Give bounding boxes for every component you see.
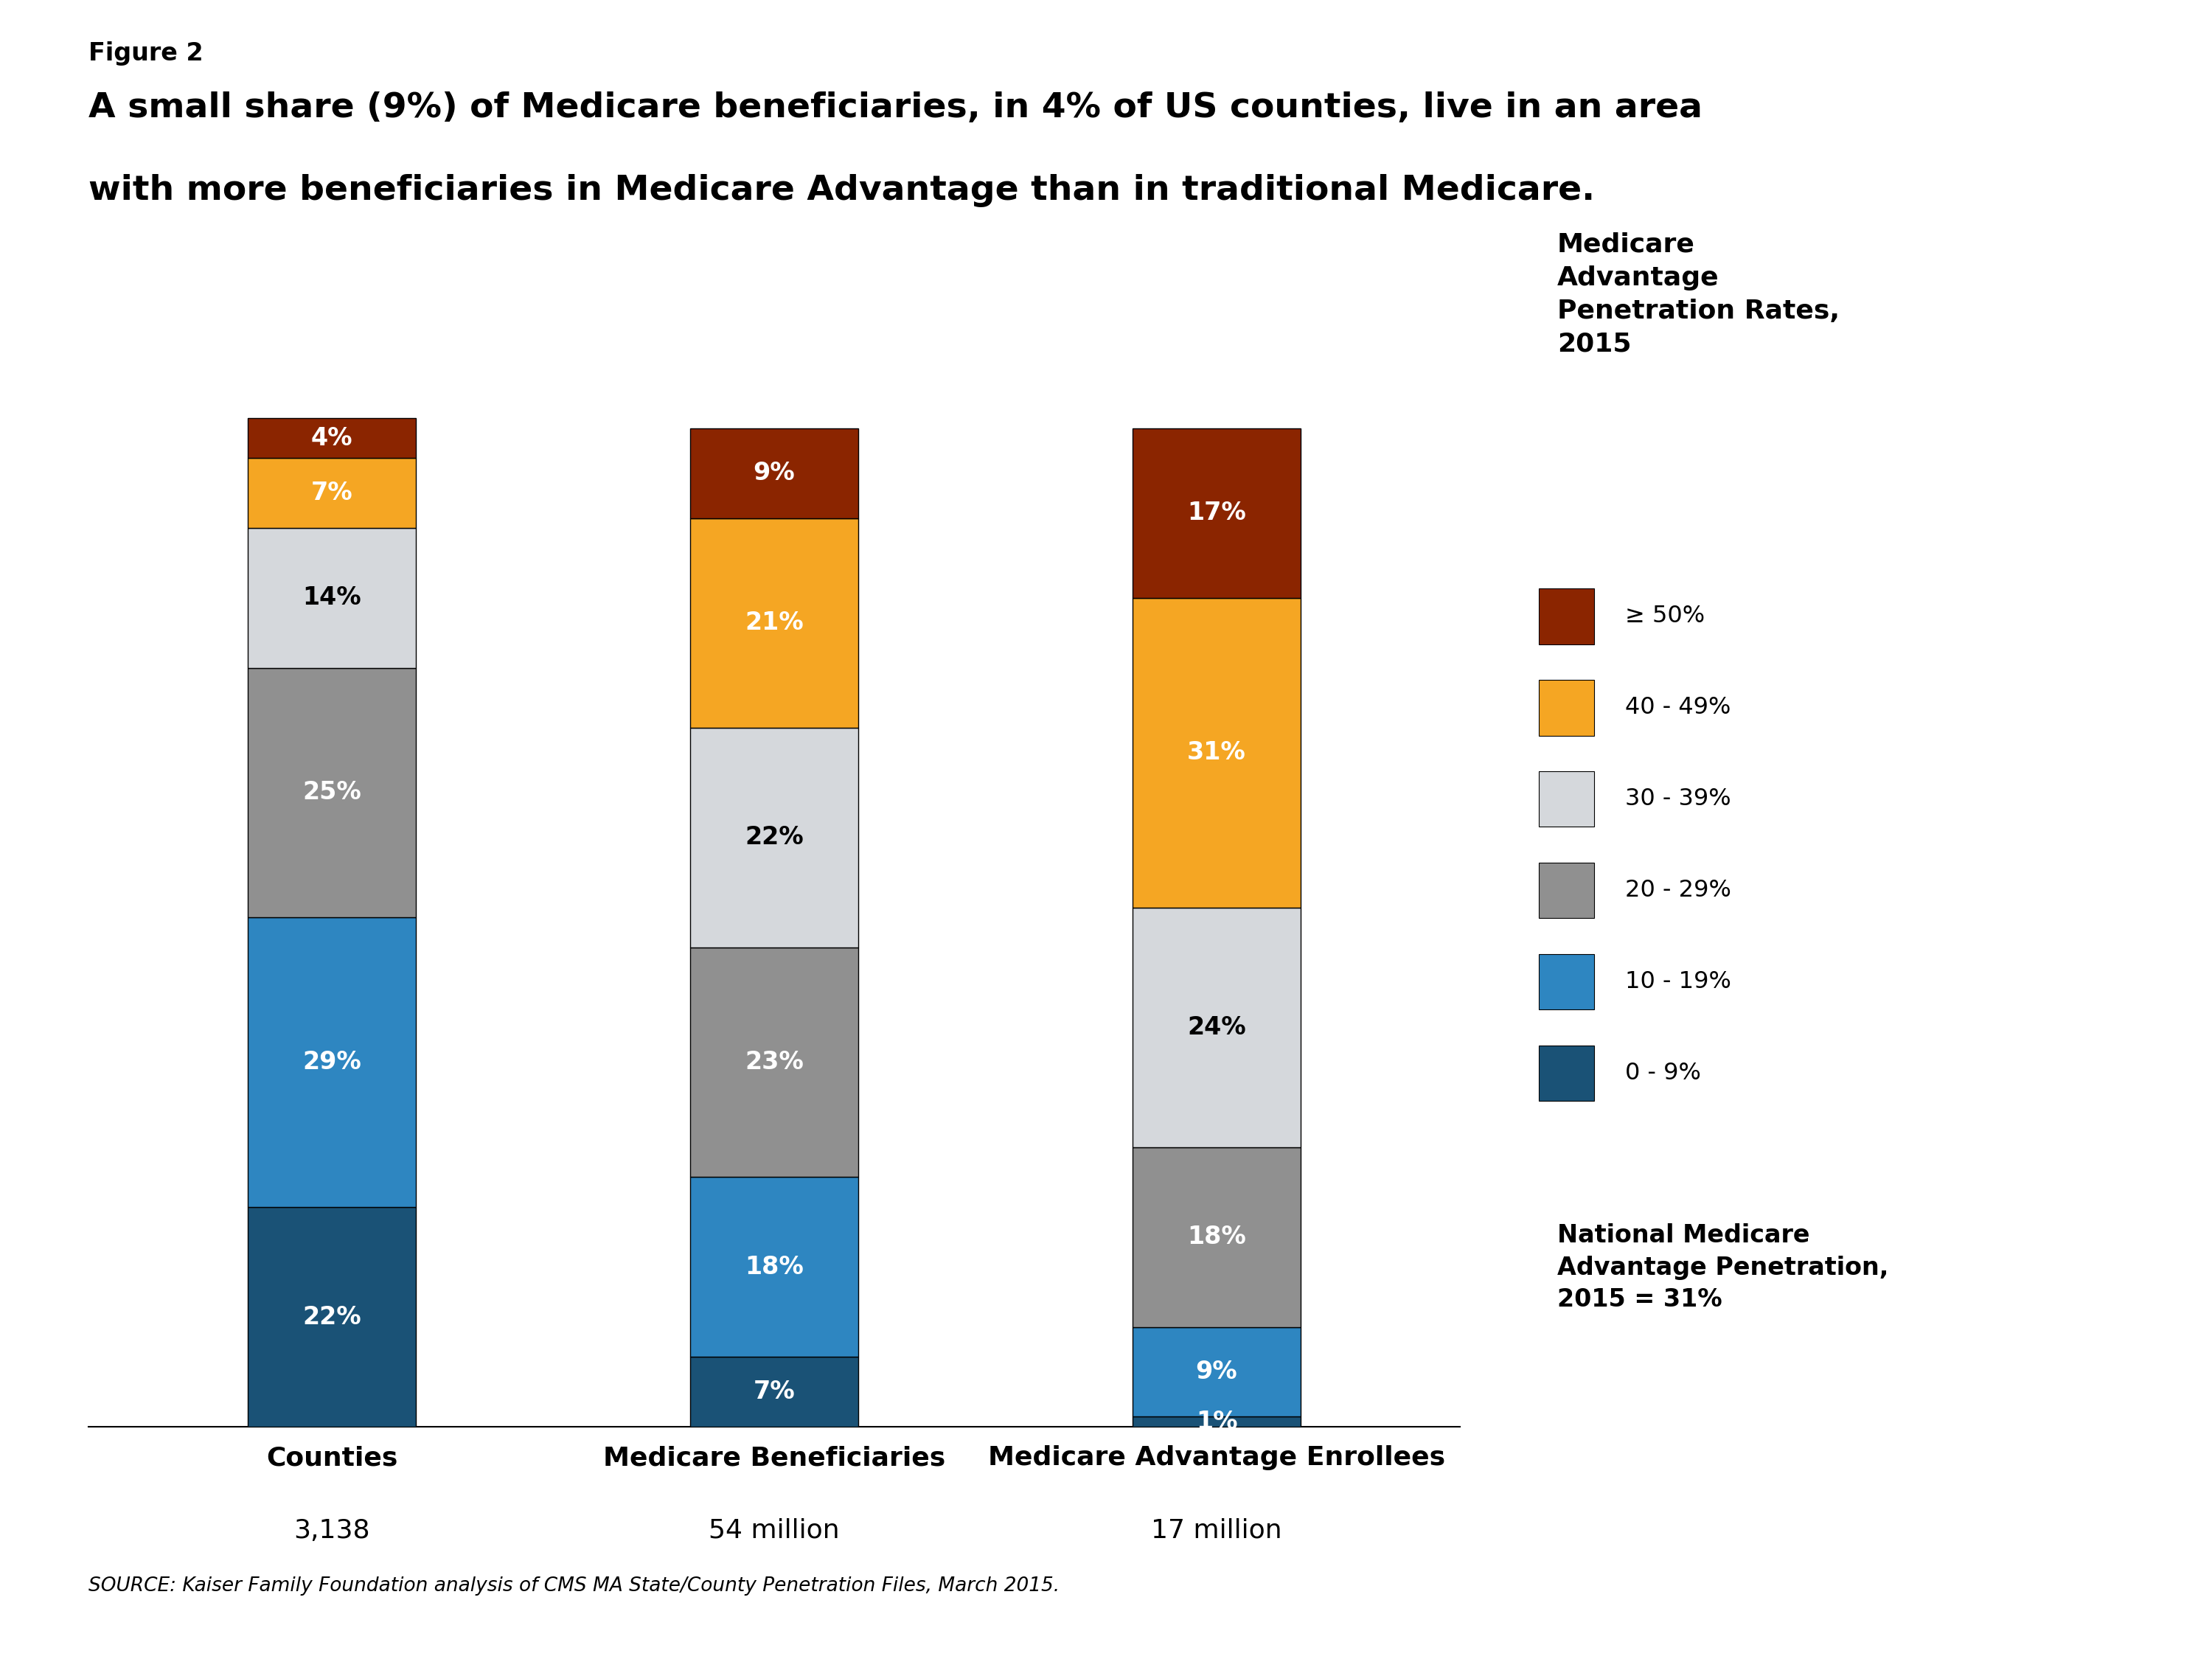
Text: ≥ 50%: ≥ 50% (1626, 606, 1705, 627)
Text: 30 - 39%: 30 - 39% (1626, 788, 1732, 811)
Text: 21%: 21% (745, 611, 803, 635)
Text: 22%: 22% (303, 1304, 361, 1329)
Text: KAISER: KAISER (1989, 1548, 2081, 1569)
Bar (690, 428, 858, 518)
FancyBboxPatch shape (1540, 863, 1595, 919)
Bar (690, 947, 858, 1178)
Text: with more beneficiaries in Medicare Advantage than in traditional Medicare.: with more beneficiaries in Medicare Adva… (88, 174, 1595, 207)
Text: 18%: 18% (1188, 1224, 1245, 1249)
Text: 9%: 9% (754, 461, 794, 484)
Text: 17 million: 17 million (1150, 1518, 1283, 1543)
Bar (1133, 907, 1301, 1146)
FancyBboxPatch shape (1540, 771, 1595, 826)
Bar (690, 518, 858, 728)
Bar (1133, 428, 1301, 597)
Bar (1133, 1417, 1301, 1427)
Text: 31%: 31% (1188, 740, 1245, 765)
Text: 23%: 23% (745, 1050, 803, 1075)
Text: 20 - 29%: 20 - 29% (1626, 879, 1732, 902)
Bar (1133, 597, 1301, 907)
Bar (248, 669, 416, 917)
Text: SOURCE: Kaiser Family Foundation analysis of CMS MA State/County Penetration Fil: SOURCE: Kaiser Family Foundation analysi… (88, 1576, 1060, 1596)
Text: 29%: 29% (303, 1050, 361, 1075)
Text: 14%: 14% (303, 586, 361, 611)
Text: 9%: 9% (1197, 1360, 1237, 1384)
Text: A small share (9%) of Medicare beneficiaries, in 4% of US counties, live in an a: A small share (9%) of Medicare beneficia… (88, 91, 1703, 124)
Text: 7%: 7% (754, 1380, 794, 1404)
Text: National Medicare
Advantage Penetration,
2015 = 31%: National Medicare Advantage Penetration,… (1557, 1223, 1889, 1312)
Text: Figure 2: Figure 2 (88, 41, 204, 66)
Text: FOUNDATION: FOUNDATION (1989, 1616, 2081, 1629)
Text: Medicare
Advantage
Penetration Rates,
2015: Medicare Advantage Penetration Rates, 20… (1557, 232, 1840, 357)
Text: 3,138: 3,138 (294, 1518, 369, 1543)
FancyBboxPatch shape (1540, 1045, 1595, 1102)
Bar (1133, 1146, 1301, 1327)
Text: 22%: 22% (745, 826, 803, 849)
Text: THE HENRY J.: THE HENRY J. (1989, 1520, 2081, 1533)
Bar (248, 917, 416, 1208)
Text: 10 - 19%: 10 - 19% (1626, 971, 1732, 994)
Text: FAMILY: FAMILY (1991, 1579, 2079, 1601)
Text: 1%: 1% (1197, 1410, 1237, 1433)
Text: 54 million: 54 million (708, 1518, 841, 1543)
FancyBboxPatch shape (1540, 589, 1595, 644)
Bar (690, 1357, 858, 1427)
Bar (690, 728, 858, 947)
Text: 40 - 49%: 40 - 49% (1626, 697, 1732, 718)
Bar (248, 1208, 416, 1427)
Bar (1133, 1327, 1301, 1417)
Text: 4%: 4% (312, 426, 352, 450)
Text: 17%: 17% (1188, 501, 1245, 526)
Text: 25%: 25% (303, 780, 361, 805)
Bar (248, 528, 416, 669)
Bar (690, 1178, 858, 1357)
Text: 7%: 7% (312, 481, 352, 506)
Text: 18%: 18% (745, 1254, 803, 1279)
Bar (248, 458, 416, 528)
FancyBboxPatch shape (1540, 954, 1595, 1010)
Text: 0 - 9%: 0 - 9% (1626, 1062, 1701, 1085)
FancyBboxPatch shape (1540, 680, 1595, 735)
Bar (248, 418, 416, 458)
Text: 24%: 24% (1188, 1015, 1245, 1040)
